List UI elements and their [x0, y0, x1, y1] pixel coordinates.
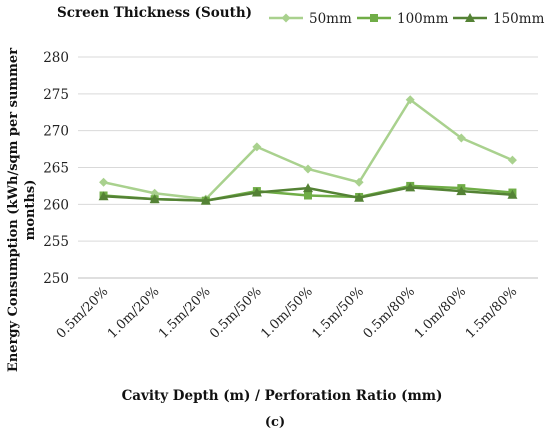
y-tick-label: 270 [43, 124, 69, 140]
point-marker [405, 182, 416, 192]
legend-item-50mm: 50mm [269, 11, 352, 27]
point-marker [456, 186, 467, 196]
x-tick-label: 0.5m/80% [361, 284, 418, 341]
point-marker [456, 133, 466, 143]
point-marker [99, 177, 109, 187]
x-tick-label: 1.0m/20% [105, 284, 162, 341]
x-tick-label: 1.0m/50% [258, 284, 315, 341]
figure-caption: (c) [265, 415, 285, 430]
point-marker [507, 189, 518, 199]
point-marker [354, 177, 364, 187]
point-marker [251, 187, 262, 197]
y-tick-label: 265 [43, 161, 69, 177]
x-axis-title: Cavity Depth (m) / Perforation Ratio (mm… [122, 388, 443, 404]
y-tick-label: 255 [43, 234, 69, 250]
legend: 50mm 100mm 150mm [269, 11, 545, 27]
point-marker [149, 194, 160, 204]
legend-marker [281, 13, 291, 23]
point-marker [405, 95, 415, 105]
legend-item-150mm: 150mm [453, 11, 545, 27]
point-marker [252, 142, 262, 152]
x-tick-label: 1.5m/80% [463, 284, 520, 341]
y-axis-title: Energy Consumption (kWh/sqm per summer mo… [6, 48, 38, 372]
x-tick-label: 0.5m/20% [54, 284, 111, 341]
point-marker [303, 164, 313, 174]
point-marker [304, 191, 312, 200]
series-150mm [98, 182, 518, 205]
point-marker [354, 192, 365, 202]
point-marker [303, 183, 313, 193]
y-tick-label: 275 [43, 87, 69, 103]
legend-marker [370, 14, 378, 22]
x-tick-label: 1.5m/50% [309, 284, 366, 341]
legend-marker [465, 13, 475, 22]
y-tick-label: 280 [43, 50, 69, 66]
legend-label: 100mm [397, 11, 449, 27]
gridlines [78, 56, 538, 279]
series [98, 95, 518, 205]
legend-label: 150mm [493, 11, 545, 27]
y-tick-label: 250 [43, 271, 69, 287]
legend-label: 50mm [309, 11, 352, 27]
x-tick-label: 1.0m/80% [412, 284, 469, 341]
point-marker [507, 155, 517, 165]
y-tick-label: 260 [43, 197, 69, 213]
legend-item-100mm: 100mm [357, 11, 449, 27]
point-marker [200, 195, 211, 205]
x-tick-label: 0.5m/50% [207, 284, 264, 341]
chart-title: Screen Thickness (South) [57, 5, 252, 21]
point-marker [98, 191, 109, 201]
x-tick-label: 1.5m/20% [156, 284, 213, 341]
